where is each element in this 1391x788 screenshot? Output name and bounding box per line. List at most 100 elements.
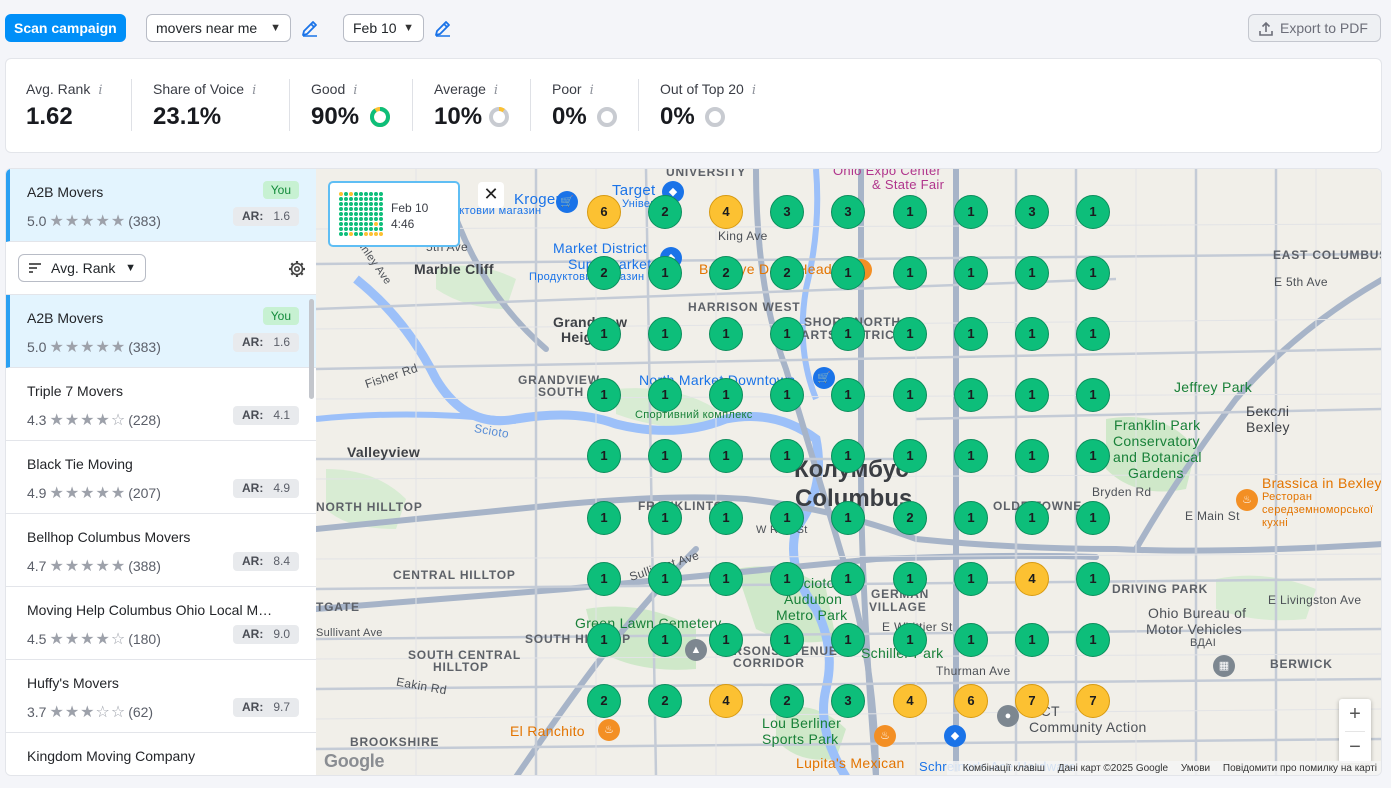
date-select[interactable]: Feb 10 ▼ (343, 14, 424, 42)
rank-pin[interactable]: 1 (831, 317, 865, 351)
zoom-in-button[interactable]: + (1349, 703, 1361, 725)
rank-pin[interactable]: 1 (770, 562, 804, 596)
rank-pin[interactable]: 1 (954, 195, 988, 229)
rank-pin[interactable]: 1 (587, 623, 621, 657)
info-icon[interactable]: i (493, 83, 499, 98)
scan-thumbnail-card[interactable]: Feb 10 4:46 (328, 181, 460, 247)
rank-pin[interactable]: 1 (709, 501, 743, 535)
rank-map[interactable]: UNIVERSITY Ohio Expo Center & State Fair… (316, 169, 1381, 775)
shopping-cart-icon[interactable]: 🛒 (813, 367, 835, 389)
rank-pin[interactable]: 1 (831, 378, 865, 412)
rank-pin[interactable]: 1 (1076, 317, 1110, 351)
business-card[interactable]: Kingdom Moving Company ☆☆☆☆☆ (6, 733, 316, 775)
rank-pin[interactable]: 1 (1015, 256, 1049, 290)
edit-keyword-icon[interactable] (300, 18, 320, 38)
rank-pin[interactable]: 1 (648, 562, 682, 596)
rank-pin[interactable]: 1 (1015, 439, 1049, 473)
rank-pin[interactable]: 2 (770, 256, 804, 290)
rank-pin[interactable]: 2 (709, 256, 743, 290)
shopping-bag-icon[interactable]: ◆ (944, 725, 966, 747)
rank-pin[interactable]: 4 (709, 195, 743, 229)
shopping-cart-icon[interactable]: 🛒 (556, 191, 578, 213)
rank-pin[interactable]: 2 (587, 256, 621, 290)
business-card[interactable]: Moving Help Columbus Ohio Local Movers 4.… (6, 587, 316, 660)
rank-pin[interactable]: 1 (954, 501, 988, 535)
rank-pin[interactable]: 7 (1076, 684, 1110, 718)
rank-pin[interactable]: 1 (587, 439, 621, 473)
rank-pin[interactable]: 1 (587, 317, 621, 351)
close-icon[interactable]: ✕ (478, 182, 504, 208)
rank-pin[interactable]: 3 (1015, 195, 1049, 229)
rank-pin[interactable]: 1 (893, 195, 927, 229)
rank-pin[interactable]: 4 (893, 684, 927, 718)
rank-pin[interactable]: 1 (954, 256, 988, 290)
rank-pin[interactable]: 1 (954, 439, 988, 473)
rank-pin[interactable]: 1 (709, 378, 743, 412)
rank-pin[interactable]: 1 (954, 378, 988, 412)
rank-pin[interactable]: 1 (1015, 623, 1049, 657)
government-building-icon[interactable]: ▦ (1213, 655, 1235, 677)
rank-pin[interactable]: 1 (587, 562, 621, 596)
terms-link[interactable]: Умови (1180, 763, 1211, 774)
rank-pin[interactable]: 1 (648, 317, 682, 351)
sidebar-scrollbar[interactable] (309, 299, 314, 399)
pinned-business-card[interactable]: A2B Movers You 5.0 ★★★★★ (383) AR: 1.6 (6, 169, 316, 242)
rank-pin[interactable]: 3 (831, 195, 865, 229)
rank-pin[interactable]: 6 (587, 195, 621, 229)
rank-pin[interactable]: 1 (770, 378, 804, 412)
rank-pin[interactable]: 1 (770, 317, 804, 351)
rank-pin[interactable]: 1 (954, 623, 988, 657)
info-icon[interactable]: i (252, 83, 257, 98)
rank-pin[interactable]: 1 (831, 623, 865, 657)
business-card[interactable]: Black Tie Moving 4.9 ★★★★★ (207) AR: 4.9 (6, 441, 316, 514)
rank-pin[interactable]: 1 (893, 439, 927, 473)
rank-pin[interactable]: 1 (1076, 439, 1110, 473)
rank-pin[interactable]: 1 (587, 501, 621, 535)
rank-pin[interactable]: 2 (770, 684, 804, 718)
rank-pin[interactable]: 1 (770, 623, 804, 657)
rank-pin[interactable]: 2 (587, 684, 621, 718)
rank-pin[interactable]: 4 (1015, 562, 1049, 596)
rank-pin[interactable]: 1 (831, 501, 865, 535)
rank-pin[interactable]: 1 (587, 378, 621, 412)
rank-pin[interactable]: 1 (770, 439, 804, 473)
keyboard-shortcuts-link[interactable]: Комбінації клавіш (962, 763, 1045, 774)
rank-pin[interactable]: 1 (709, 623, 743, 657)
rank-pin[interactable]: 1 (893, 256, 927, 290)
rank-pin[interactable]: 2 (648, 195, 682, 229)
gear-icon[interactable] (288, 260, 306, 278)
sort-select[interactable]: Avg. Rank ▼ (18, 254, 146, 282)
rank-pin[interactable]: 1 (1076, 562, 1110, 596)
edit-date-icon[interactable] (433, 18, 453, 38)
export-pdf-button[interactable]: Export to PDF (1248, 14, 1381, 42)
business-card[interactable]: Triple 7 Movers 4.3 ★★★★☆ (228) AR: 4.1 (6, 368, 316, 441)
rank-pin[interactable]: 1 (709, 562, 743, 596)
rank-pin[interactable]: 1 (709, 439, 743, 473)
report-error-link[interactable]: Повідомити про помилку на карті (1222, 763, 1377, 774)
rank-pin[interactable]: 1 (1015, 501, 1049, 535)
rank-pin[interactable]: 2 (648, 684, 682, 718)
business-card[interactable]: A2B Movers You 5.0 ★★★★★ (383) AR: 1.6 (6, 295, 316, 368)
restaurant-icon[interactable]: ♨ (598, 719, 620, 741)
restaurant-icon[interactable]: ♨ (1236, 489, 1258, 511)
info-icon[interactable]: i (353, 83, 358, 98)
location-pin-icon[interactable]: ● (997, 705, 1019, 727)
rank-pin[interactable]: 1 (831, 439, 865, 473)
rank-pin[interactable]: 1 (1076, 378, 1110, 412)
rank-pin[interactable]: 1 (1076, 501, 1110, 535)
rank-pin[interactable]: 1 (893, 317, 927, 351)
rank-pin[interactable]: 1 (954, 562, 988, 596)
rank-pin[interactable]: 3 (831, 684, 865, 718)
rank-pin[interactable]: 6 (954, 684, 988, 718)
rank-pin[interactable]: 3 (770, 195, 804, 229)
rank-pin[interactable]: 1 (1015, 378, 1049, 412)
rank-pin[interactable]: 1 (954, 317, 988, 351)
rank-pin[interactable]: 1 (1076, 256, 1110, 290)
scan-campaign-button[interactable]: Scan campaign (5, 14, 126, 42)
rank-pin[interactable]: 2 (893, 501, 927, 535)
rank-pin[interactable]: 1 (893, 562, 927, 596)
info-icon[interactable]: i (751, 83, 756, 98)
rank-pin[interactable]: 1 (648, 256, 682, 290)
zoom-out-button[interactable]: − (1349, 736, 1361, 758)
rank-pin[interactable]: 1 (648, 378, 682, 412)
